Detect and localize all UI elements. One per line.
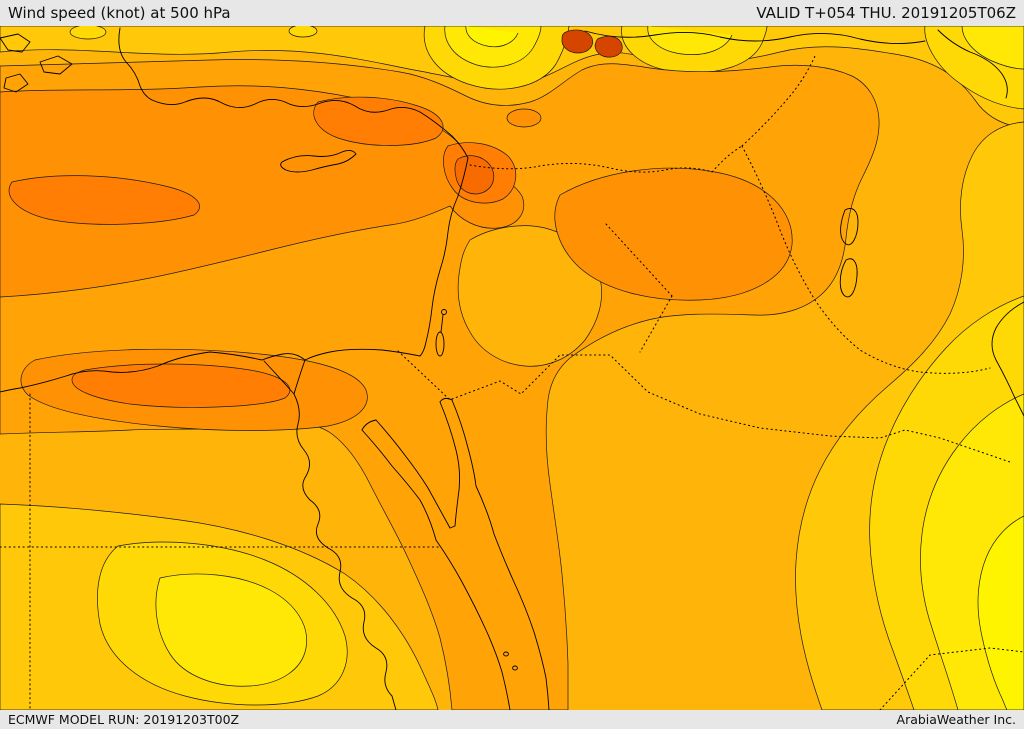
model-run-label: ECMWF MODEL RUN: 20191203T00Z — [8, 712, 240, 727]
cyprus-island — [280, 149, 357, 173]
coastline-turkey-south — [151, 97, 469, 159]
aegean-island-3 — [3, 73, 29, 93]
map-footer-bar: ECMWF MODEL RUN: 20191203T00Z ArabiaWeat… — [0, 710, 1024, 729]
nile-delta-branch-east — [293, 359, 306, 395]
contour-region-core-mid-l7 — [313, 96, 444, 146]
caspian-coast — [937, 29, 1008, 99]
border-iran-iraq — [741, 145, 991, 374]
political-borders — [0, 55, 1024, 710]
gulf-of-aqaba-east-shore — [451, 399, 477, 487]
red-sea-west-shore — [435, 539, 511, 710]
coastline-sinai-delta-egypt — [0, 348, 421, 393]
nile-river — [293, 393, 397, 710]
contour-region-southeast-l0 — [977, 515, 1024, 710]
aegean-island-2 — [39, 55, 73, 75]
red-sea-island-2 — [512, 665, 518, 671]
contour-region-tongue-l6 — [554, 167, 793, 301]
map-header-bar: Wind speed (knot) at 500 hPa VALID T+054… — [0, 0, 1024, 26]
contour-region-egypt-coast-l7 — [71, 363, 291, 408]
lake-urmia-south — [839, 258, 858, 298]
coastline-levant — [419, 157, 469, 357]
border-saudi-southeast — [879, 647, 1024, 710]
sea-of-galilee — [441, 309, 447, 315]
map-canvas — [0, 26, 1024, 710]
branding-label: ArabiaWeather Inc. — [896, 712, 1016, 727]
gulf-of-suez-east-shore — [375, 419, 451, 529]
border-turkey-syria — [469, 162, 713, 173]
contour-region-notch-l4 — [457, 225, 602, 367]
red-sea-east-shore — [475, 485, 550, 710]
nile-delta-branch-west — [263, 360, 295, 395]
lake-urmia-north — [840, 208, 859, 246]
gulf-of-suez-head — [361, 419, 377, 431]
border-turkey-iraq — [711, 145, 743, 173]
contour-region-southwest-l1 — [155, 573, 308, 687]
jordan-river — [440, 314, 444, 333]
gulf-of-aqaba-head — [439, 397, 453, 403]
contour-region-core-west-l7 — [8, 175, 200, 225]
dead-sea — [435, 331, 445, 357]
persian-gulf-coast — [991, 301, 1024, 417]
lake-spot-west — [561, 29, 594, 54]
gulf-of-suez-west-shore — [361, 429, 437, 541]
contour-spot-topleft-1 — [69, 26, 107, 40]
red-sea-island-1 — [503, 651, 509, 657]
black-sea-coast — [584, 30, 926, 45]
aegean-island-1 — [0, 33, 31, 53]
gulf-of-aqaba-west-shore — [439, 401, 461, 529]
contour-spot-topleft-2 — [288, 26, 318, 38]
coastline-turkey-west — [118, 27, 153, 101]
border-iraq-jordan — [639, 295, 673, 353]
border-turkey-iran — [741, 55, 816, 147]
contour-region-topcorner-l1 — [961, 26, 1024, 70]
contour-region-topcenter-l0 — [465, 26, 519, 48]
map-title: Wind speed (knot) at 500 hPa — [8, 4, 231, 22]
border-jordan-saudi-iraq — [451, 354, 1011, 463]
contour-region-core-east-l8 — [454, 155, 495, 195]
valid-time-label: VALID T+054 THU. 20191205T06Z — [756, 4, 1016, 22]
lake-spot-east — [594, 35, 623, 58]
wind-speed-contour-map — [0, 26, 1024, 710]
coastlines — [0, 27, 1024, 710]
contour-spot-l6 — [506, 108, 542, 128]
